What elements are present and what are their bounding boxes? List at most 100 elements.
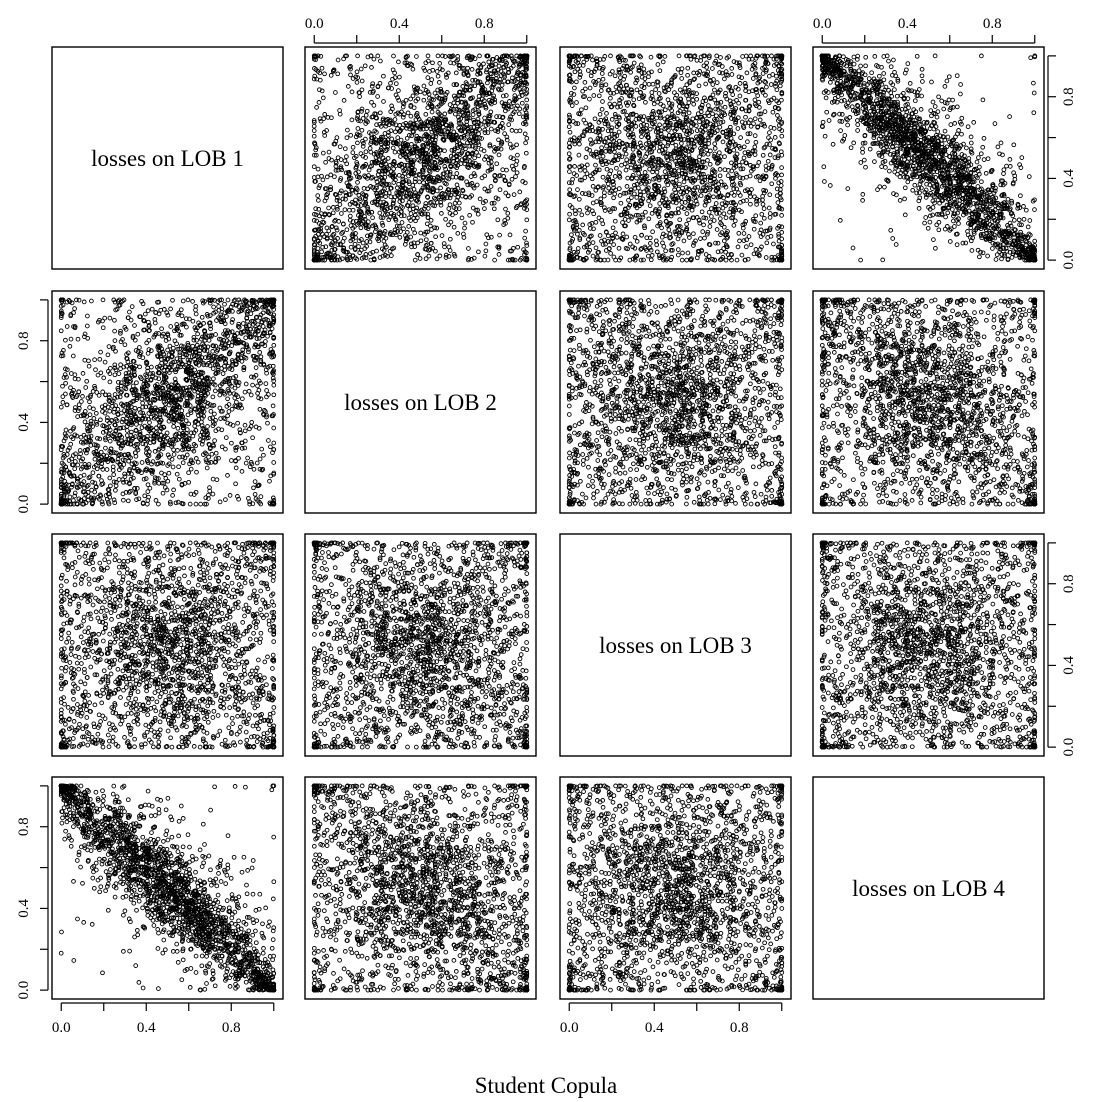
data-point	[472, 128, 478, 134]
data-point	[345, 84, 351, 89]
data-point	[359, 127, 365, 133]
data-point	[482, 253, 488, 259]
data-point	[324, 174, 330, 180]
data-point	[395, 135, 401, 140]
data-point	[496, 152, 502, 158]
data-point	[654, 115, 659, 121]
data-point	[912, 98, 918, 104]
data-point	[717, 124, 723, 130]
data-point	[1007, 114, 1012, 119]
data-point	[412, 230, 418, 236]
data-point	[753, 139, 759, 145]
data-point	[401, 194, 407, 200]
data-point	[523, 140, 528, 146]
data-point	[342, 146, 348, 152]
data-point	[396, 181, 401, 187]
data-point	[509, 176, 515, 182]
data-point	[414, 54, 419, 59]
data-point	[324, 192, 329, 198]
data-point	[417, 89, 423, 95]
data-point	[729, 160, 734, 166]
data-point	[328, 73, 334, 78]
data-point	[714, 53, 720, 59]
data-point	[624, 141, 630, 147]
data-point	[888, 227, 894, 233]
data-point	[830, 141, 836, 147]
data-point	[342, 235, 347, 241]
data-point	[371, 56, 377, 62]
data-point	[427, 69, 432, 74]
data-point	[415, 240, 421, 246]
data-point	[396, 59, 401, 65]
data-point	[358, 66, 364, 72]
data-point	[761, 215, 767, 221]
data-point	[442, 164, 448, 169]
data-point	[763, 163, 769, 169]
data-point	[476, 153, 482, 159]
data-point	[981, 135, 987, 141]
data-point	[475, 211, 481, 217]
data-point	[675, 66, 681, 72]
data-point	[676, 53, 682, 59]
data-point	[650, 229, 655, 235]
data-point	[339, 211, 344, 216]
data-point	[503, 206, 508, 212]
data-point	[608, 251, 613, 256]
data-point	[482, 186, 488, 192]
data-point	[428, 217, 434, 223]
data-point	[331, 141, 337, 147]
data-point	[620, 231, 626, 237]
data-point	[613, 257, 618, 263]
data-point	[337, 257, 343, 263]
data-point	[470, 205, 476, 211]
data-point	[860, 192, 866, 197]
data-point	[369, 65, 374, 70]
data-point	[675, 252, 681, 258]
data-point	[634, 87, 640, 93]
data-point	[365, 206, 371, 212]
data-point	[412, 179, 418, 185]
data-point	[752, 116, 758, 122]
panel-1-4	[812, 46, 1045, 270]
data-point	[679, 66, 685, 72]
data-point	[370, 81, 376, 87]
data-point	[609, 117, 615, 122]
data-point	[912, 182, 918, 188]
data-point	[334, 197, 340, 203]
data-point	[767, 152, 773, 158]
data-point	[608, 53, 613, 59]
data-point	[320, 244, 326, 250]
data-point	[758, 220, 764, 226]
data-point	[576, 227, 582, 233]
data-point	[425, 53, 431, 59]
data-point	[604, 111, 609, 116]
data-point	[498, 73, 504, 78]
data-point	[384, 244, 389, 250]
data-point	[745, 139, 750, 145]
data-point	[524, 97, 530, 103]
data-point	[945, 210, 951, 216]
data-point	[365, 186, 371, 192]
data-point	[446, 244, 452, 250]
data-point	[319, 65, 325, 71]
data-point	[599, 71, 605, 76]
data-point	[482, 206, 487, 211]
data-point	[648, 257, 654, 263]
data-point	[368, 149, 374, 155]
data-point	[404, 125, 409, 131]
data-point	[314, 218, 320, 224]
data-point	[466, 246, 471, 251]
data-point	[394, 190, 400, 196]
data-point	[488, 184, 494, 189]
data-point	[609, 131, 615, 137]
data-point	[391, 166, 396, 172]
data-point	[919, 66, 925, 72]
data-point	[726, 85, 731, 90]
data-point	[569, 180, 575, 186]
data-point	[684, 82, 690, 88]
data-point	[681, 179, 687, 185]
data-point	[605, 233, 611, 239]
data-point	[713, 201, 719, 206]
data-point	[633, 124, 639, 129]
data-point	[587, 96, 592, 102]
